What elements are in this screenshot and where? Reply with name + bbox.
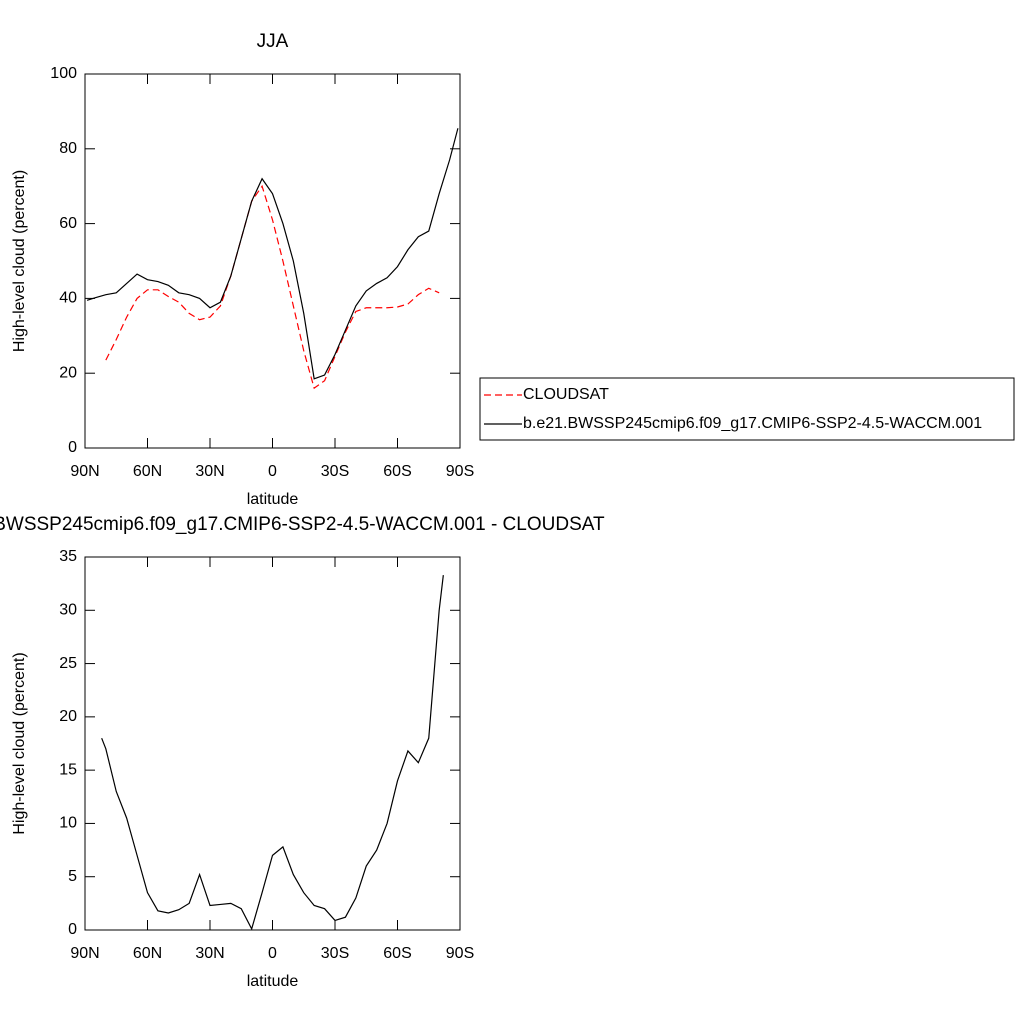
data-line: [86, 128, 459, 380]
y-tick-label: 30: [59, 602, 77, 619]
x-axis-label: latitude: [247, 973, 299, 990]
data-line: [105, 184, 440, 390]
y-tick-label: 0: [68, 439, 77, 456]
legend-label: b.e21.BWSSP245cmip6.f09_g17.CMIP6-SSP2-4…: [523, 415, 982, 432]
x-tick-label: 90N: [70, 463, 99, 480]
x-tick-label: 30N: [195, 945, 224, 962]
plot-frame: [84, 73, 461, 449]
x-tick-label: 0: [268, 945, 277, 962]
y-axis-label: High-level cloud (percent): [11, 652, 28, 834]
x-tick-label: 60S: [383, 945, 411, 962]
x-tick-label: 0: [268, 463, 277, 480]
chart-title: b.e21.BWSSP245cmip6.f09_g17.CMIP6-SSP2-4…: [0, 514, 605, 535]
plot-frame: [84, 556, 461, 931]
data-line: [101, 575, 444, 931]
x-tick-label: 60N: [133, 463, 162, 480]
y-tick-label: 10: [59, 815, 77, 832]
legend-label: CLOUDSAT: [523, 386, 609, 403]
x-tick-label: 90S: [446, 945, 474, 962]
x-tick-label: 30N: [195, 463, 224, 480]
x-tick-label: 90N: [70, 945, 99, 962]
x-tick-label: 30S: [321, 463, 349, 480]
y-tick-label: 20: [59, 708, 77, 725]
x-axis-label: latitude: [247, 491, 299, 508]
x-tick-label: 90S: [446, 463, 474, 480]
y-axis-label: High-level cloud (percent): [11, 170, 28, 352]
y-tick-label: 100: [50, 65, 77, 82]
x-tick-label: 60N: [133, 945, 162, 962]
y-tick-label: 20: [59, 364, 77, 381]
y-tick-label: 35: [59, 548, 77, 565]
y-tick-label: 5: [68, 868, 77, 885]
y-tick-label: 0: [68, 921, 77, 938]
y-tick-label: 25: [59, 655, 77, 672]
y-tick-label: 40: [59, 290, 77, 307]
legend-box: [479, 377, 1015, 441]
y-tick-label: 80: [59, 140, 77, 157]
y-tick-label: 60: [59, 215, 77, 232]
x-tick-label: 30S: [321, 945, 349, 962]
y-tick-label: 15: [59, 761, 77, 778]
x-tick-label: 60S: [383, 463, 411, 480]
chart-title: JJA: [257, 31, 289, 52]
